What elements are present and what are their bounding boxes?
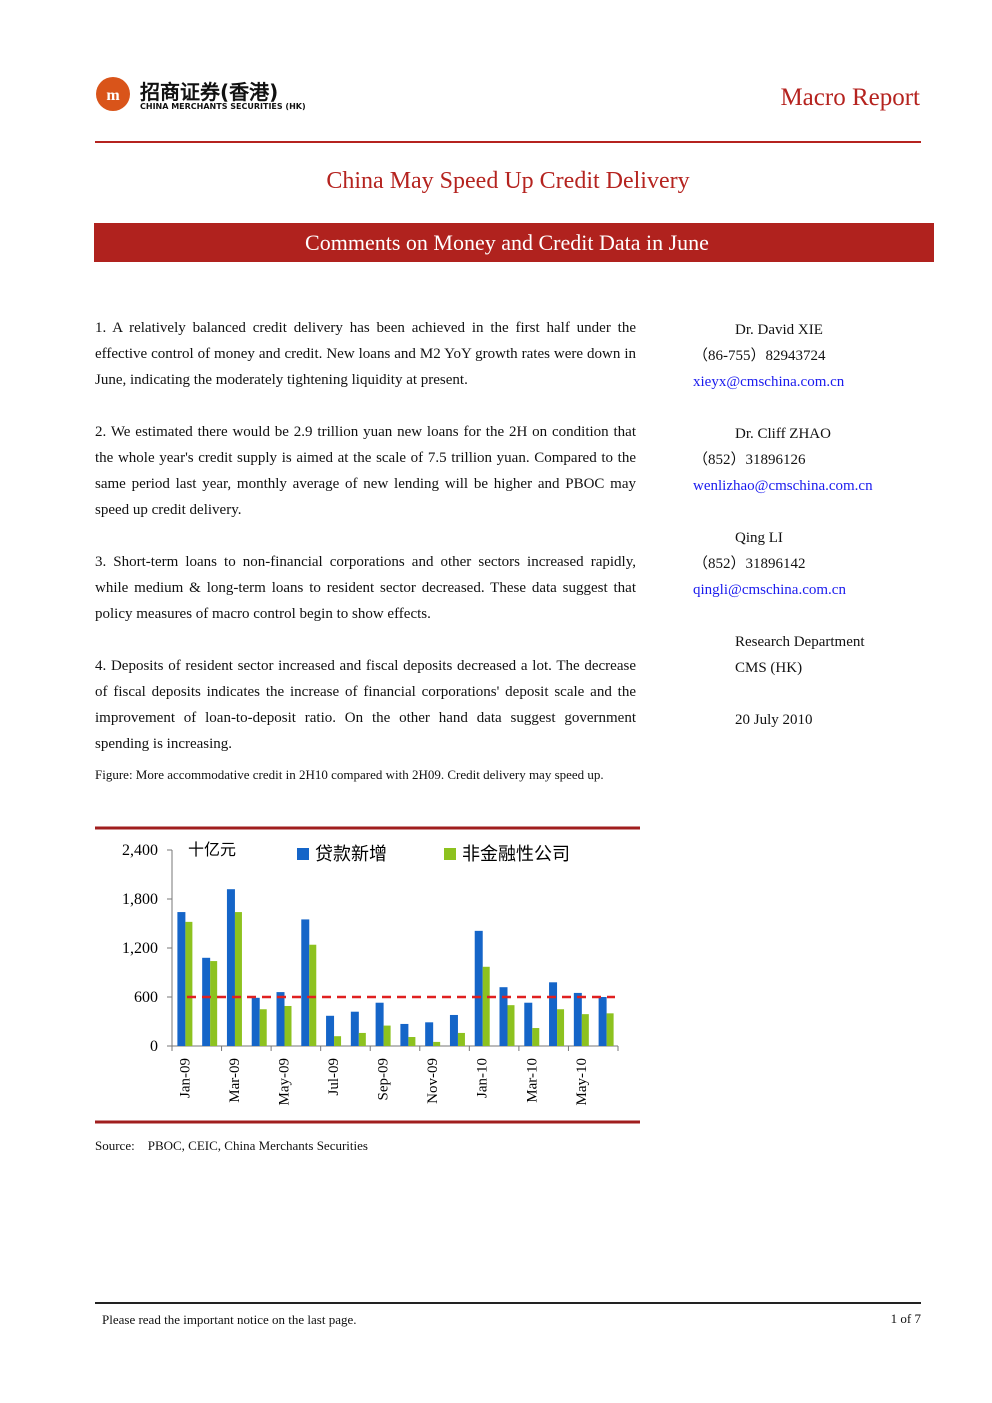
y-tick-label: 1,800 [122, 891, 158, 908]
paragraph: 2. We estimated there would be 2.9 trill… [95, 424, 636, 518]
bar [326, 1015, 335, 1046]
bar [598, 997, 607, 1046]
footer-rule [95, 1302, 921, 1304]
bar [499, 987, 508, 1046]
contact: Qing LI （852）31896142 qingli@cmschina.co… [693, 525, 846, 603]
y-tick-label: 2,400 [122, 842, 158, 859]
bar [276, 992, 285, 1046]
report-type: Macro Report [780, 84, 920, 111]
bar [350, 1011, 359, 1046]
bar [408, 1037, 416, 1046]
bar [532, 1028, 540, 1046]
bar [581, 1014, 589, 1046]
subtitle: Comments on Money and Credit Data in Jun… [305, 230, 709, 255]
footer-notice: Please read the important notice on the … [102, 1312, 357, 1327]
department-line: CMS (HK) [735, 660, 803, 676]
legend-label: 贷款新增 [315, 844, 387, 864]
bar [549, 982, 558, 1046]
figure-caption: Figure: More accommodative credit in 2H1… [95, 767, 604, 782]
paragraph: 1. A relatively balanced credit delivery… [95, 320, 636, 388]
bar [375, 1002, 384, 1046]
bar [457, 1032, 465, 1046]
chart: 十亿元 0 600 1,200 1,800 2,400 Jan-09 Mar-09 May-0… [95, 826, 640, 1124]
svg-text:m: m [106, 87, 120, 104]
contact: Dr. David XIE （86-755）82943724 xieyx@cms… [693, 317, 844, 395]
contact-email[interactable]: xieyx@cmschina.com.cn [693, 374, 845, 390]
bar [177, 912, 186, 1046]
contact-phone: （852）31896142 [693, 556, 806, 572]
x-tick-label: Mar-10 [524, 1058, 540, 1103]
bar [433, 1041, 441, 1046]
bar [400, 1023, 409, 1046]
x-tick-label: Jan-09 [177, 1058, 193, 1098]
date: 20 July 2010 [735, 712, 813, 728]
legend-swatch [297, 848, 309, 860]
x-tick-label: Nov-09 [425, 1058, 441, 1104]
y-tick-label: 0 [150, 1038, 158, 1055]
logo-cn: 招商证券(香港) [140, 80, 279, 104]
bar [226, 889, 235, 1046]
bar [185, 921, 193, 1046]
bar [524, 1002, 533, 1046]
x-tick-label: Jan-10 [475, 1058, 491, 1098]
bar [425, 1022, 434, 1046]
bar [210, 961, 218, 1046]
bar [507, 1005, 515, 1046]
contact-email[interactable]: qingli@cmschina.com.cn [693, 582, 846, 598]
contact-name: Qing LI [735, 530, 783, 546]
paragraph: 3. Short-term loans to non-financial cor… [95, 554, 636, 622]
bar [482, 966, 490, 1046]
unit-label: 十亿元 [188, 841, 236, 859]
y-tick-label: 1,200 [122, 940, 158, 957]
bar [259, 1009, 267, 1046]
contact-name: Dr. Cliff ZHAO [735, 426, 831, 442]
contact-email[interactable]: wenlizhao@cmschina.com.cn [693, 478, 873, 494]
title: China May Speed Up Credit Delivery [326, 168, 690, 194]
contact: Dr. Cliff ZHAO （852）31896126 wenlizhao@c… [693, 421, 873, 499]
bar [474, 930, 483, 1046]
source: Source: PBOC, CEIC, China Merchants Secu… [95, 1138, 368, 1153]
rule [95, 141, 921, 143]
x-tick-label: Sep-09 [376, 1058, 392, 1101]
contact-phone: （852）31896126 [693, 452, 806, 468]
bar [284, 1005, 292, 1046]
bar [202, 957, 211, 1046]
department-line: Research Department [735, 634, 865, 650]
banner [94, 223, 934, 262]
logo: m [96, 77, 130, 111]
logo-en: CHINA MERCHANTS SECURITIES (HK) [140, 102, 306, 111]
y-tick-label: 600 [134, 989, 158, 1006]
bar [606, 1013, 614, 1046]
x-tick-label: Mar-09 [227, 1058, 243, 1103]
bar [383, 1025, 391, 1046]
bar [309, 944, 317, 1046]
legend-label: 非金融性公司 [462, 844, 570, 864]
bar [301, 919, 310, 1046]
legend-swatch [444, 848, 456, 860]
bar [557, 1009, 565, 1046]
department: Research Department CMS (HK) [735, 629, 865, 681]
contact-name: Dr. David XIE [735, 322, 823, 338]
x-tick-label: Jul-09 [326, 1058, 342, 1096]
x-tick-label: May-10 [574, 1058, 590, 1106]
bar [334, 1036, 342, 1046]
paragraph: 4. Deposits of resident sector increased… [95, 658, 636, 752]
bar [449, 1014, 458, 1046]
bar [573, 992, 582, 1046]
bar [358, 1032, 366, 1046]
bar [234, 912, 242, 1046]
contact-phone: （86-755）82943724 [693, 348, 826, 364]
bar [251, 997, 260, 1046]
x-tick-label: May-09 [277, 1058, 293, 1106]
page-number: 1 of 7 [890, 1311, 921, 1326]
